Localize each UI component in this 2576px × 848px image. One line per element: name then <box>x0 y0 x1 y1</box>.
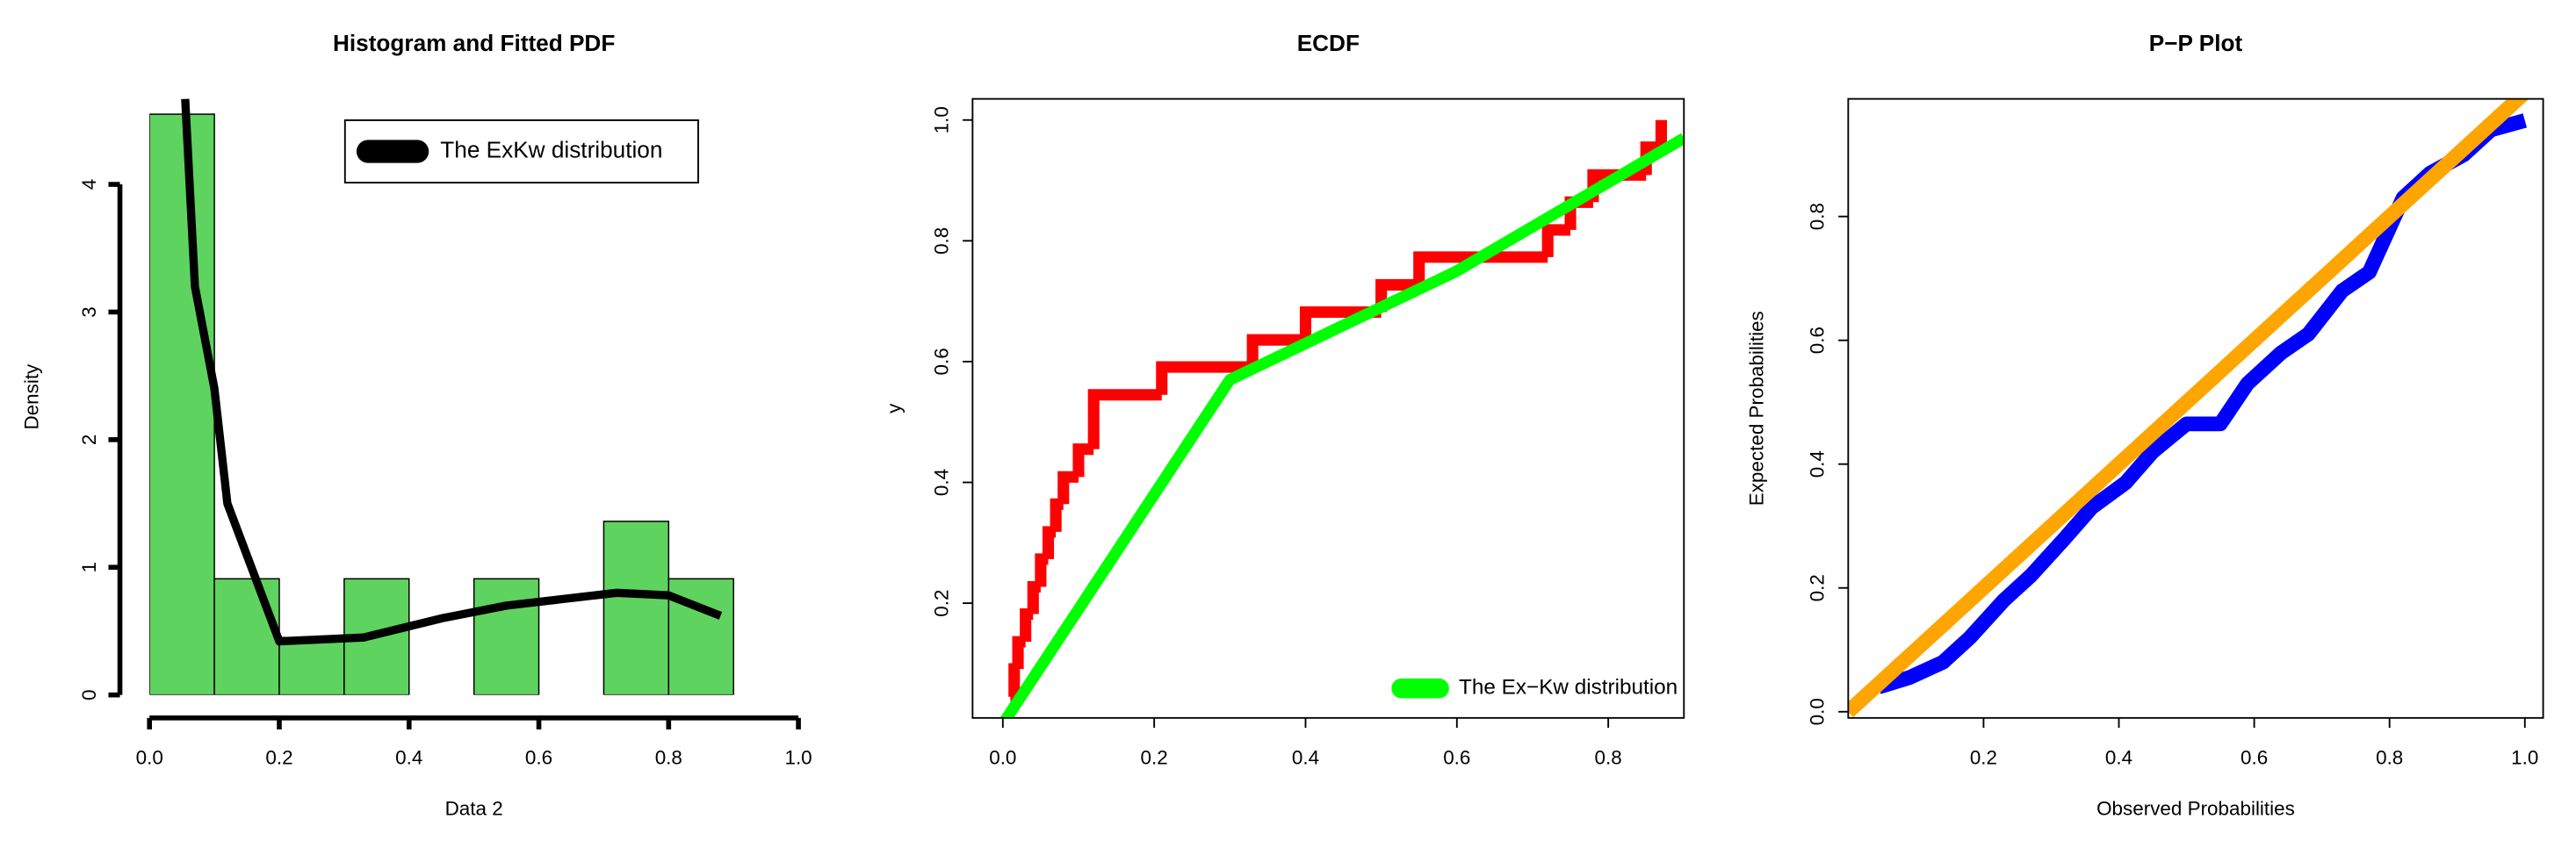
plot-box <box>1847 97 2544 719</box>
step <box>1008 663 1021 697</box>
y-tick-label: 0.6 <box>931 348 953 375</box>
y-tick-label: 0.2 <box>931 590 953 617</box>
y-axis-label: Density <box>20 363 42 430</box>
x-tick-label: 0.8 <box>655 747 682 769</box>
bar <box>473 578 540 695</box>
y-tick-label: 1.0 <box>931 106 953 133</box>
chart-title: Histogram and Fitted PDF <box>333 30 615 56</box>
step <box>1057 471 1079 505</box>
y-tick-label: 1 <box>78 562 100 572</box>
x-tick-label: 1.0 <box>784 747 812 769</box>
x-tick-label: 0.6 <box>2240 747 2268 769</box>
y-tick-label: 0.6 <box>1807 327 1829 354</box>
x-tick-label: 0.4 <box>2105 747 2132 769</box>
chart-title: ECDF <box>1297 30 1360 56</box>
bar <box>278 636 345 695</box>
step <box>1072 443 1094 478</box>
bar <box>603 521 670 695</box>
x-tick-label: 1.0 <box>2511 747 2538 769</box>
x-tick-label: 0.6 <box>1443 747 1470 769</box>
x-axis-label: Data 2 <box>445 797 503 819</box>
plot-area <box>149 98 734 695</box>
x-tick-label: 0.0 <box>989 747 1016 769</box>
bar <box>213 578 280 695</box>
y-tick-label: 0.4 <box>931 469 953 496</box>
step <box>1087 389 1162 449</box>
y-axis-label: Expected Probabilities <box>1745 311 1767 506</box>
line <box>1848 98 2529 717</box>
y-tick-label: 4 <box>78 179 100 190</box>
step <box>1541 224 1571 257</box>
chart-title: P−P Plot <box>2149 30 2243 56</box>
y-tick-label: 0.4 <box>1807 450 1829 478</box>
step <box>1246 334 1306 368</box>
plot-area <box>1848 98 2529 717</box>
line <box>181 98 723 646</box>
step <box>1050 498 1064 532</box>
y-tick-label: 0.2 <box>1807 574 1829 601</box>
bar <box>149 113 215 695</box>
y-tick-label: 2 <box>78 435 100 445</box>
x-tick-label: 0.2 <box>1141 747 1168 769</box>
x-tick-label: 0.8 <box>1595 747 1622 769</box>
x-tick-label: 0.2 <box>265 747 292 769</box>
y-axis-label: y <box>883 403 905 413</box>
y-tick-label: 3 <box>78 306 100 317</box>
x-tick-label: 0.8 <box>2376 747 2403 769</box>
step <box>1035 553 1049 587</box>
y-tick-label: 0 <box>78 689 100 700</box>
x-axis-label: Observed Probabilities <box>2096 797 2295 819</box>
line <box>999 133 1685 718</box>
step <box>1299 305 1382 341</box>
x-tick-label: 0.0 <box>136 747 163 769</box>
step <box>1413 251 1548 285</box>
x-tick-label: 0.2 <box>1970 747 1997 769</box>
y-tick-label: 0.0 <box>1807 698 1829 725</box>
x-tick-label: 0.6 <box>525 747 552 769</box>
step <box>1042 526 1057 559</box>
step <box>1012 636 1026 670</box>
y-tick-label: 0.8 <box>1807 203 1829 230</box>
step <box>1156 361 1253 395</box>
step <box>1020 607 1034 643</box>
plot-box <box>971 97 1685 719</box>
y-tick-label: 0.8 <box>931 227 953 255</box>
legend-label: The ExKw distribution <box>440 136 662 162</box>
x-tick-label: 0.4 <box>1292 747 1319 769</box>
legend-label: The Ex−Kw distribution <box>1459 676 1678 700</box>
x-tick-label: 0.4 <box>395 747 422 769</box>
step <box>1027 580 1041 614</box>
plot-area <box>999 119 1685 718</box>
